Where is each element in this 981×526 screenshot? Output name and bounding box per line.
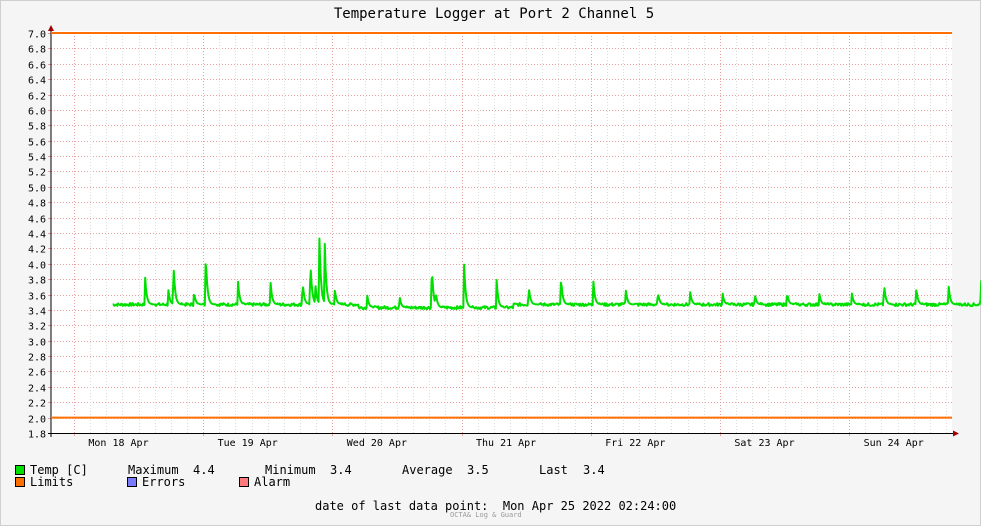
x-tick-label: Mon 18 Apr (88, 438, 148, 449)
y-tick-label: 4.2 (28, 245, 46, 256)
y-tick-label: 6.2 (28, 92, 46, 103)
y-tick-label: 3.6 (28, 292, 46, 303)
y-tick-label: 1.8 (28, 430, 46, 441)
y-tick-label: 2.6 (28, 368, 46, 379)
x-tick-label: Fri 22 Apr (605, 438, 665, 449)
y-tick-label: 5.2 (28, 168, 46, 179)
y-tick-label: 3.8 (28, 276, 46, 287)
y-tick-label: 2.8 (28, 353, 46, 364)
y-tick-label: 6.6 (28, 61, 46, 72)
y-tick-label: 3.0 (28, 338, 46, 349)
y-tick-label: 2.2 (28, 399, 46, 410)
y-tick-label: 3.4 (28, 307, 46, 318)
series-group (112, 237, 981, 311)
series-line-temp (112, 237, 981, 311)
plot-area (51, 31, 952, 434)
y-axis: 1.8 2.0 2.2 2.4 2.6 2.8 3.0 3.2 3.4 3.6 3.8 4.0 4.2 4… (28, 25, 54, 441)
y-tick-label: 2.4 (28, 384, 46, 395)
y-tick-label: 6.0 (28, 107, 46, 118)
y-tick-label: 6.8 (28, 45, 46, 56)
y-tick-label: 5.4 (28, 153, 46, 164)
x-tick-label: Sat 23 Apr (734, 438, 794, 449)
y-tick-label: 3.2 (28, 322, 46, 333)
x-tick-label: Thu 21 Apr (476, 438, 536, 449)
y-tick-label: 5.8 (28, 122, 46, 133)
x-tick-label: Wed 20 Apr (347, 438, 407, 449)
y-tick-label: 4.6 (28, 215, 46, 226)
y-tick-label: 4.8 (28, 199, 46, 210)
x-axis: Mon 18 Apr Tue 19 Apr Wed 20 Apr Thu 21 Apr… (48, 430, 959, 449)
y-axis-arrow (48, 25, 54, 31)
chart-title: Temperature Logger at Port 2 Channel 5 (334, 6, 654, 22)
x-tick-label: Tue 19 Apr (218, 438, 278, 449)
y-tick-label: 7.0 (28, 30, 46, 41)
y-tick-label: 5.6 (28, 138, 46, 149)
y-tick-label: 6.4 (28, 76, 46, 87)
y-tick-label: 2.0 (28, 415, 46, 426)
y-tick-label: 4.4 (28, 230, 46, 241)
limit-lines (51, 32, 952, 419)
x-axis-arrow (953, 430, 959, 437)
y-tick-label: 4.0 (28, 261, 46, 272)
x-tick-label: Sun 24 Apr (864, 438, 924, 449)
y-tick-label: 5.0 (28, 184, 46, 195)
